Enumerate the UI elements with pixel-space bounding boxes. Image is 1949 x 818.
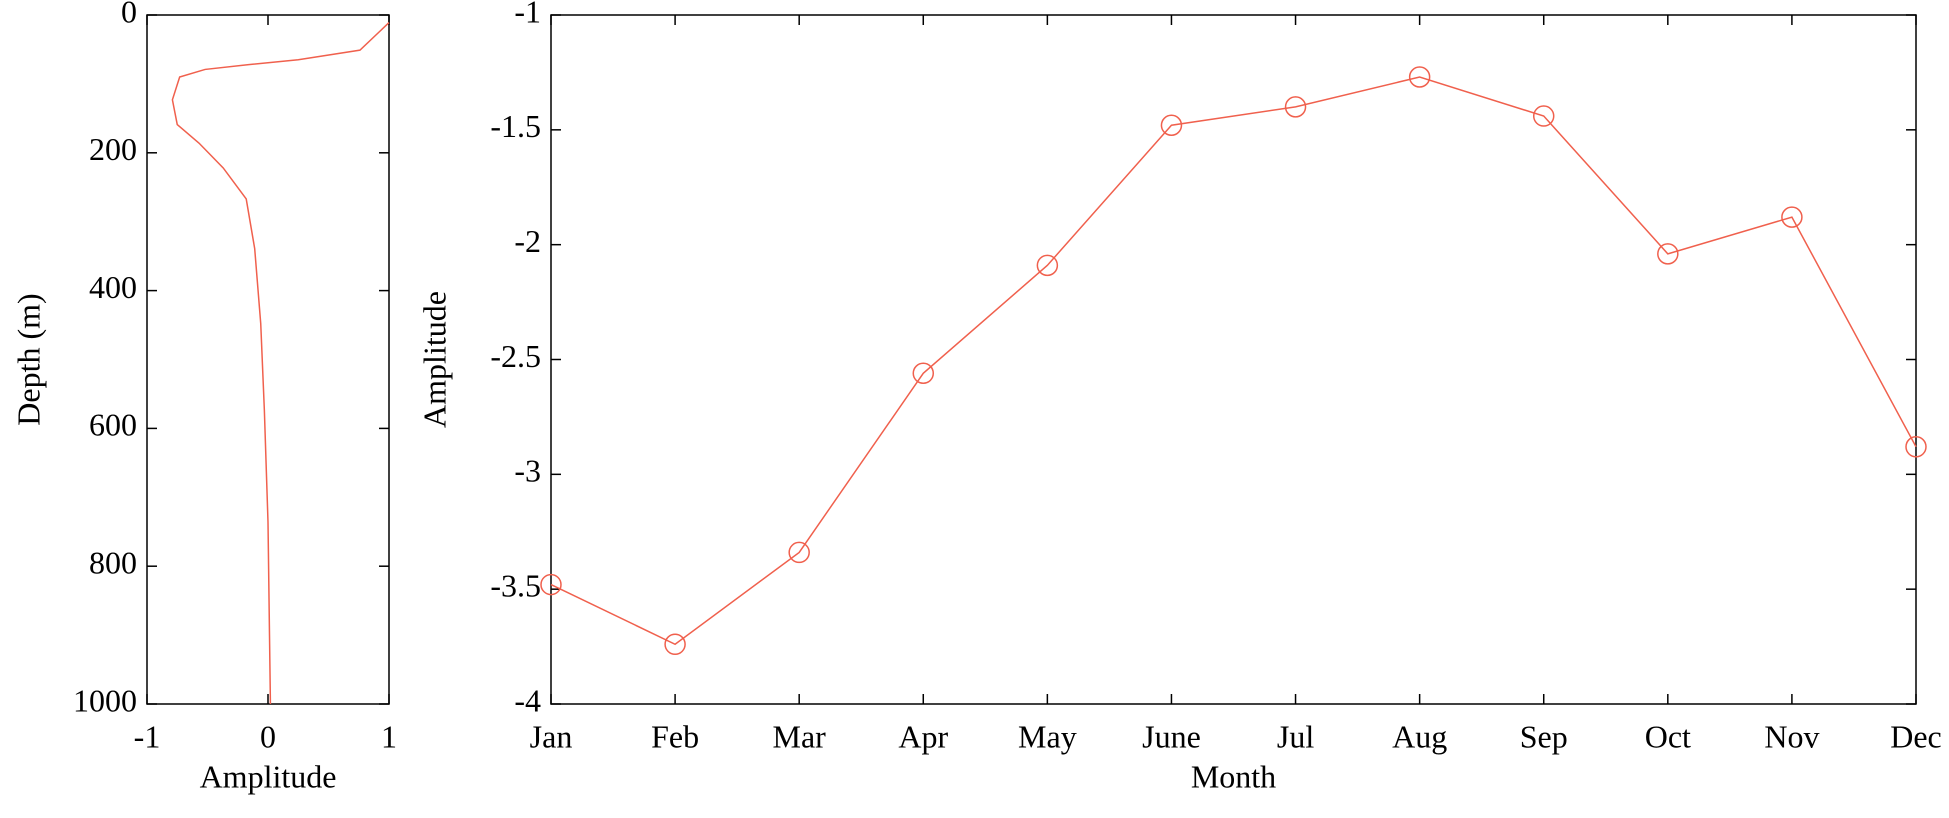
x-tick-label: Sep — [1520, 718, 1568, 754]
data-marker — [912, 362, 935, 385]
y-tick-label: 800 — [89, 545, 137, 581]
x-tick-label: Aug — [1392, 718, 1447, 754]
x-tick-label: Mar — [773, 718, 827, 754]
x-tick-label: -1 — [134, 718, 161, 754]
plot-frame — [550, 14, 1917, 705]
y-tick-label: -2.5 — [490, 338, 541, 374]
x-tick-label: June — [1142, 718, 1201, 754]
x-tick-label: Feb — [651, 718, 699, 754]
y-axis-label: Amplitude — [416, 291, 452, 428]
y-tick-label: 600 — [89, 407, 137, 443]
y-tick-label: 1000 — [73, 682, 137, 718]
y-tick-label: -3.5 — [490, 568, 541, 604]
data-marker — [1160, 114, 1183, 136]
x-tick-label: 1 — [381, 718, 397, 754]
data-marker — [1284, 96, 1307, 118]
x-axis-label: Month — [1191, 758, 1276, 794]
data-marker — [1657, 243, 1679, 265]
y-tick-label: 0 — [121, 0, 137, 29]
plot-frame — [146, 14, 390, 705]
x-tick-label: May — [1018, 718, 1077, 754]
y-tick-label: 400 — [89, 269, 137, 305]
y-tick-label: -4 — [514, 682, 541, 718]
data-marker — [664, 633, 686, 656]
data-marker — [1408, 66, 1431, 88]
x-axis-label: Amplitude — [200, 758, 337, 794]
x-tick-label: Jan — [530, 718, 573, 754]
y-axis-label: Depth (m) — [10, 293, 46, 425]
y-tick-label: -1 — [514, 0, 541, 29]
data-marker — [1532, 105, 1555, 127]
data-marker — [788, 541, 810, 564]
x-tick-label: Apr — [898, 718, 948, 754]
x-tick-label: Jul — [1277, 718, 1314, 754]
data-line — [550, 76, 1917, 646]
x-tick-label: Oct — [1645, 718, 1691, 754]
x-tick-label: 0 — [260, 718, 276, 754]
y-tick-label: 200 — [89, 131, 137, 167]
data-marker — [540, 573, 562, 596]
y-tick-label: -1.5 — [490, 108, 541, 144]
y-tick-label: -3 — [514, 453, 541, 489]
profile-line — [171, 22, 390, 705]
x-tick-label: Nov — [1764, 718, 1819, 754]
x-tick-label: Dec — [1890, 718, 1942, 754]
data-marker — [1905, 436, 1927, 458]
data-marker — [1036, 254, 1059, 277]
data-marker — [1781, 206, 1803, 228]
y-tick-label: -2 — [514, 223, 541, 259]
